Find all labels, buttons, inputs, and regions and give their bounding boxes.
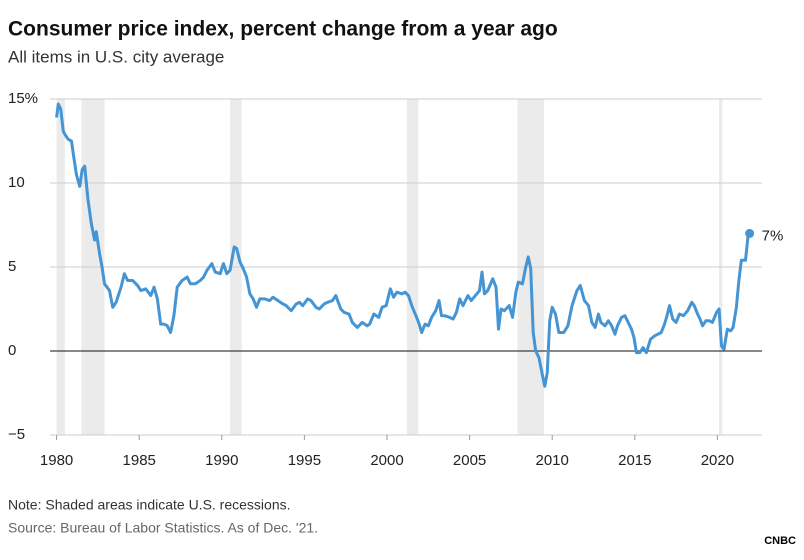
x-tick-label: 2020 — [701, 452, 734, 469]
cpi-line — [55, 102, 751, 388]
x-tick-label: 2010 — [536, 452, 569, 469]
x-tick-label: 1980 — [40, 452, 73, 469]
note: Note: Shaded areas indicate U.S. recessi… — [8, 497, 291, 513]
x-tick-label: 1985 — [123, 452, 156, 469]
y-tick-label: 0 — [8, 342, 16, 359]
x-tick-label: 2000 — [370, 452, 403, 469]
source: Source: Bureau of Labor Statistics. As o… — [8, 520, 318, 536]
x-tick-label: 2005 — [453, 452, 486, 469]
chart-title: Consumer price index, percent change fro… — [8, 18, 558, 41]
chart-subtitle: All items in U.S. city average — [8, 47, 224, 66]
y-tick-label: −5 — [8, 426, 25, 443]
x-tick-label: 1990 — [205, 452, 238, 469]
end-point — [745, 228, 755, 238]
y-tick-label: 5 — [8, 258, 16, 275]
brand-logo: CNBC — [764, 535, 796, 547]
y-tick-label: 10 — [8, 174, 25, 191]
x-tick-label: 2015 — [618, 452, 651, 469]
y-tick-label: 15% — [8, 90, 38, 107]
end-label: 7% — [762, 227, 784, 244]
x-tick-label: 1995 — [288, 452, 321, 469]
